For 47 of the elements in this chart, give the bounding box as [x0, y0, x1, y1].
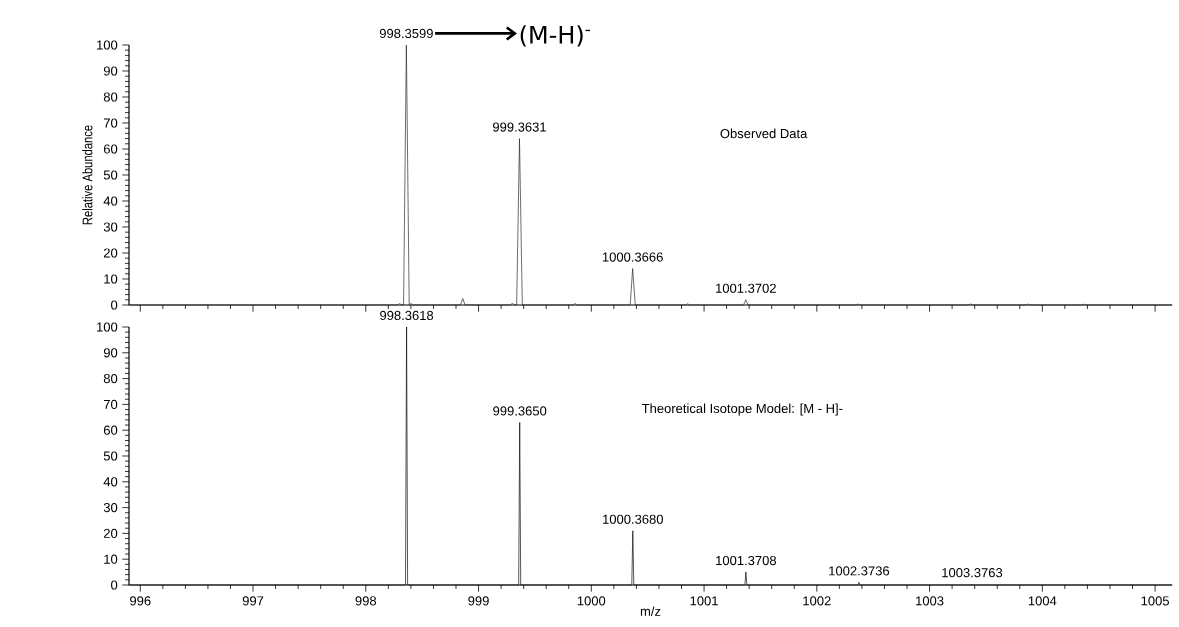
y-tick-label: 60	[103, 144, 118, 154]
annotation: 998.3599	[379, 28, 433, 39]
y-tick-label: 50	[103, 170, 118, 180]
annotation: 1000.3666	[602, 252, 663, 262]
annotation: 998.3618	[380, 310, 434, 321]
annotation: 1002.3736	[829, 566, 890, 576]
x-tick-label: 996	[130, 596, 151, 606]
y-tick-label: 30	[103, 222, 118, 232]
x-tick-label: 1004	[1028, 596, 1057, 606]
y-axis-title: Relative Abundance	[82, 125, 93, 225]
y-tick-label: 70	[103, 399, 118, 409]
annotation: 1001.3708	[716, 555, 777, 566]
x-tick-label: 999	[468, 596, 489, 606]
annotation: 1000.3680	[603, 514, 664, 524]
y-tick-label: 40	[103, 196, 118, 206]
y-tick-label: 0	[111, 580, 118, 590]
annotation: Observed Data	[720, 128, 808, 139]
y-tick-label: 60	[103, 425, 118, 435]
y-tick-label: 100	[97, 322, 118, 332]
annotation: 999.3631	[492, 122, 546, 132]
x-tick-label: 1005	[1141, 596, 1169, 606]
x-tick-label: 998	[355, 596, 377, 606]
y-tick-label: 80	[103, 373, 118, 384]
y-tick-label: 10	[104, 554, 118, 564]
y-tick-label: 20	[103, 248, 118, 258]
y-tick-label: 0	[111, 300, 118, 310]
x-tick-label: 1001	[690, 596, 718, 606]
y-tick-label: 70	[103, 118, 118, 128]
y-tick-label: 90	[103, 348, 118, 358]
y-tick-label: 10	[104, 274, 118, 284]
y-tick-label: 100	[97, 40, 118, 50]
y-tick-label: 50	[103, 451, 118, 461]
annotation: (M-H)$^{-}$	[520, 25, 590, 47]
annotation: 1003.3763	[942, 568, 1003, 578]
x-tick-label: 997	[242, 596, 264, 606]
annotation: Theoretical Isotope Model: [M - H]-	[641, 403, 843, 416]
x-tick-label: 1002	[803, 596, 831, 606]
x-tick-label: 1003	[916, 596, 944, 606]
y-tick-label: 80	[103, 92, 118, 102]
y-tick-label: 40	[103, 477, 118, 487]
y-tick-label: 30	[103, 502, 118, 513]
x-axis-title: m/z	[640, 606, 661, 616]
y-tick-label: 90	[103, 66, 118, 76]
annotation: 999.3650	[493, 406, 547, 416]
x-tick-label: 1000	[577, 596, 606, 606]
y-tick-label: 20	[103, 528, 118, 538]
annotation: 1001.3702	[716, 283, 776, 293]
